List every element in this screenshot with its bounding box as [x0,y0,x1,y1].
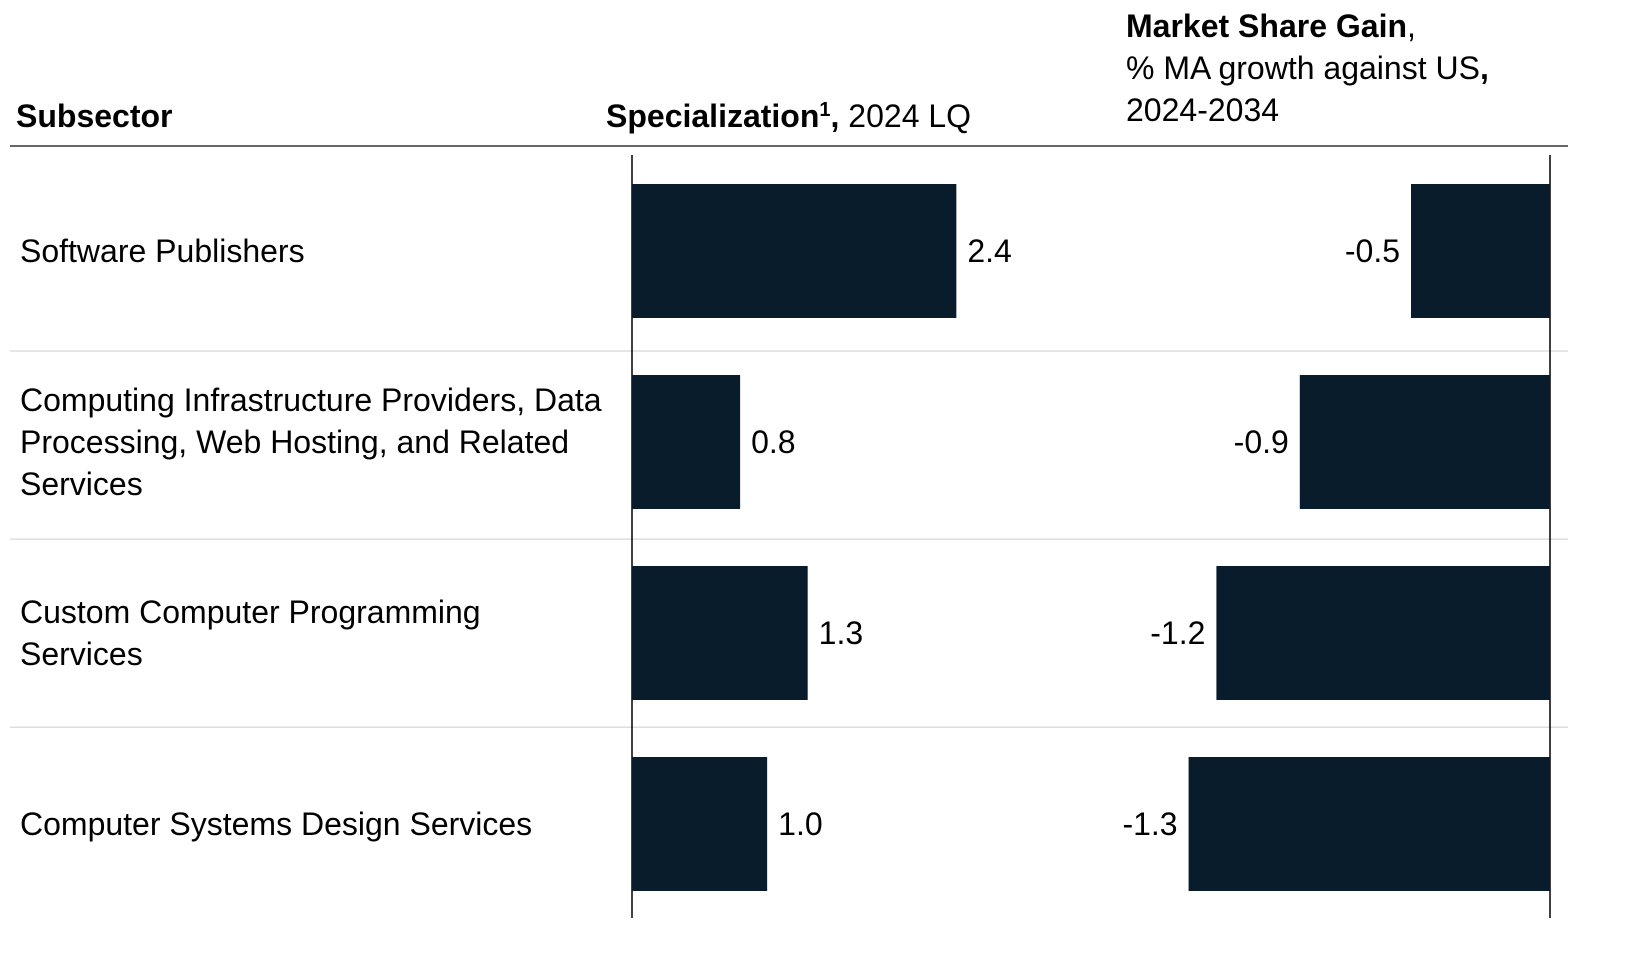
value-label: 1.0 [778,806,822,842]
header-part: 1 [819,99,830,121]
column-header: Specialization1, 2024 LQ [606,98,971,134]
category-label: Computer Systems Design Services [20,806,533,842]
bar [1188,757,1550,891]
value-label: -0.5 [1345,233,1400,269]
header-part: , [1407,8,1416,44]
value-label: 0.8 [751,424,795,460]
bar [632,757,768,891]
category-label: Computing Infrastructure Providers, Data… [20,382,602,502]
category-header: Subsector [16,98,172,134]
category-label: Custom Computer Programming Services [20,594,481,672]
header-part: Specialization [606,98,819,134]
header-part: 2024-2034 [1126,92,1279,128]
bar [632,566,808,700]
bar [1411,184,1550,318]
value-label: 2.4 [967,233,1011,269]
header-part: , [1480,50,1489,86]
header-part: , [831,98,840,134]
category-label: Software Publishers [20,233,305,269]
column-header: 2024-2034 [1126,92,1279,128]
value-label: -1.2 [1150,615,1205,651]
bar [632,375,741,509]
column-header: Market Share Gain, [1126,8,1416,44]
bar [632,184,957,318]
header-part: % MA growth against US [1126,50,1480,86]
bar [1299,375,1550,509]
value-label: -1.3 [1122,806,1177,842]
value-label: 1.3 [819,615,863,651]
header-part: 2024 LQ [839,98,971,134]
bar [1216,566,1550,700]
value-label: -0.9 [1234,424,1289,460]
column-header: % MA growth against US, [1126,50,1489,86]
header-part: Market Share Gain [1126,8,1407,44]
